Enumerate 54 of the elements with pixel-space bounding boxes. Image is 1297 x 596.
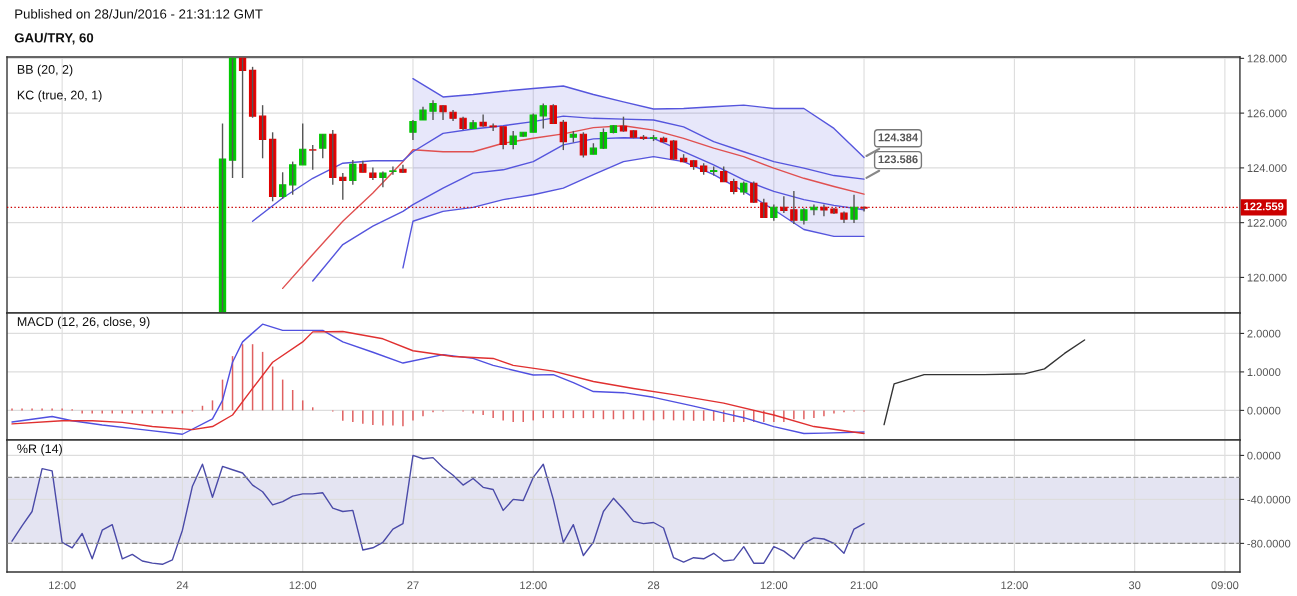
annotation: 123.586	[878, 155, 918, 164]
y-tick-label: 124.000	[1247, 164, 1287, 173]
chart-subtitle: GAU/TRY, 60	[14, 32, 94, 45]
y-tick-label: 122.000	[1247, 218, 1287, 227]
line-series	[412, 77, 865, 159]
candlestick	[339, 172, 347, 201]
line-series	[11, 454, 865, 565]
y-tick-label: 0.0000	[1247, 406, 1281, 415]
annotation: 124.384	[878, 133, 919, 142]
y-tick-label: 1.0000	[1247, 368, 1281, 377]
line-series	[251, 115, 865, 222]
annotation: MACD (12, 26, close, 9)	[17, 316, 150, 329]
y-tick-label: -80.0000	[1247, 539, 1291, 548]
y-tick-label: 128.000	[1247, 54, 1287, 63]
candlestick	[369, 166, 377, 181]
annotation: %R (14)	[17, 443, 62, 456]
candlestick	[389, 165, 397, 176]
candlestick	[419, 106, 427, 121]
candlestick	[469, 119, 477, 130]
y-tick-label: -40.0000	[1247, 495, 1291, 504]
y-tick-label: 0.0000	[1247, 451, 1281, 460]
y-tick-label: 120.000	[1247, 273, 1287, 282]
y-tick-label: 2.0000	[1247, 329, 1281, 338]
annotation: BB (20, 2)	[17, 64, 73, 77]
annotation: KC (true, 20, 1)	[17, 90, 102, 102]
x-tick-label: 12:00	[760, 581, 788, 590]
x-tick-label: 12:00	[1001, 581, 1028, 590]
ref-line-label: 122.559	[1244, 202, 1284, 211]
x-tick-label: 12:00	[520, 581, 547, 590]
x-tick-label: 28	[647, 581, 660, 590]
x-tick-label: 24	[176, 581, 189, 590]
x-tick-label: 09:00	[1211, 581, 1239, 590]
candlestick	[529, 112, 537, 133]
line-series	[883, 339, 1086, 426]
x-tick-label: 21:00	[850, 581, 878, 590]
candlestick	[479, 113, 487, 128]
x-tick-label: 30	[1128, 581, 1141, 590]
candlestick	[509, 130, 517, 150]
chart-title: Published on 28/Jun/2016 - 21:31:12 GMT	[15, 8, 263, 19]
y-tick-label: 126.000	[1247, 109, 1287, 118]
candlestick	[309, 144, 317, 171]
x-tick-label: 12:00	[49, 581, 76, 590]
candlestick	[489, 122, 497, 132]
x-tick-label: 27	[407, 581, 419, 590]
candlestick	[760, 198, 768, 219]
candlestick	[319, 133, 327, 159]
line-series	[402, 155, 865, 269]
candlestick	[840, 210, 848, 224]
candlestick	[860, 205, 868, 213]
candlestick	[830, 207, 838, 215]
candlestick	[379, 170, 387, 189]
candlestick	[750, 180, 758, 204]
candlestick	[329, 129, 337, 186]
x-tick-label: 12:00	[289, 581, 317, 590]
